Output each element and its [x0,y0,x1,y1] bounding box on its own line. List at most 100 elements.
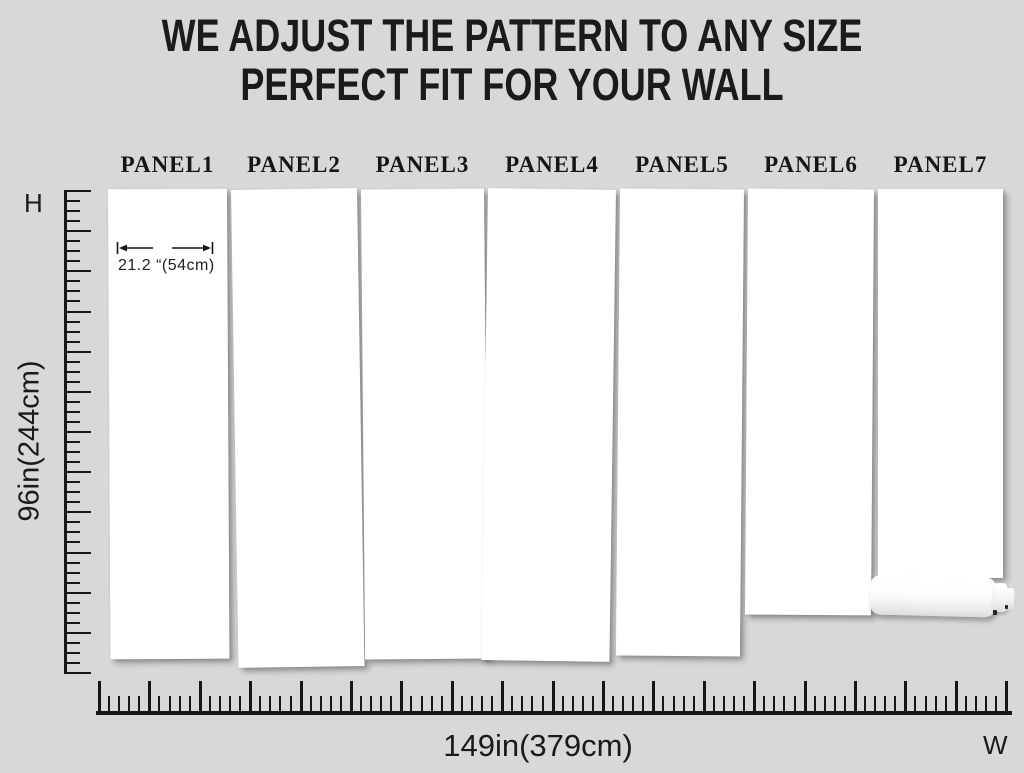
height-ruler-tick [64,552,91,554]
width-ruler-tick [884,696,886,711]
height-ruler-tick [64,602,80,604]
height-ruler [64,190,94,674]
height-ruler-tick [64,331,80,333]
height-ruler-tick [64,240,80,242]
width-axis-letter: W [983,730,1008,760]
width-ruler-tick [773,696,775,711]
height-ruler-tick [64,582,80,584]
height-ruler-tick [64,471,91,473]
height-ruler-tick [64,300,80,302]
panel-label-2: PANEL2 [247,152,341,177]
width-ruler-tick [914,696,916,711]
width-ruler-tick [158,696,160,711]
height-ruler-label: 96in(244cm) [13,360,46,522]
width-ruler-tick [602,681,605,711]
width-ruler-tick [340,696,342,711]
width-ruler-tick [834,696,836,711]
height-ruler-tick [64,230,91,232]
width-ruler-tick [673,696,675,711]
width-ruler-tick [350,681,353,711]
panel-width-annotation: 21.2 “(54cm) [118,257,215,274]
width-ruler-tick [521,696,523,711]
width-ruler-tick [229,696,231,711]
width-ruler-tick [794,696,796,711]
width-ruler-tick [481,696,483,711]
height-ruler-tick [64,411,80,413]
width-ruler-tick [390,696,392,711]
width-ruler-tick [622,696,624,711]
wallpaper-panel-6 [745,188,874,616]
width-ruler-spine [96,711,1012,715]
width-ruler-tick [320,696,322,711]
width-ruler-tick [189,696,191,711]
height-ruler-tick [64,250,80,252]
width-ruler-tick [501,681,504,711]
height-ruler-tick [64,642,80,644]
height-ruler-tick [64,371,80,373]
width-ruler-tick [199,681,202,711]
height-ruler-tick [64,351,91,353]
width-ruler-tick [894,696,896,711]
width-ruler-tick [108,696,110,711]
width-ruler-tick [431,696,433,711]
title-line-2: PERFECT FIT FOR YOUR WALL [240,59,784,110]
width-ruler-tick [814,696,816,711]
height-ruler-tick [64,260,80,262]
wallpaper-panel-4 [481,188,616,662]
width-ruler-tick [572,696,574,711]
width-ruler-tick [491,696,493,711]
width-ruler-tick [783,696,785,711]
height-ruler-tick [64,592,91,594]
height-ruler-tick [64,401,80,403]
height-ruler-tick [64,290,80,292]
width-ruler-tick [713,696,715,711]
width-ruler-tick [128,696,130,711]
width-ruler-tick [703,681,706,711]
width-ruler-tick [269,696,271,711]
width-ruler-tick [451,681,454,711]
width-ruler-tick [723,696,725,711]
width-ruler-tick [471,696,473,711]
height-ruler-tick [64,652,80,654]
width-ruler-tick [148,681,151,711]
wallpaper-panel-2 [231,188,365,668]
width-ruler-tick [511,696,513,711]
panel-label-6: PANEL6 [764,152,858,177]
width-ruler-tick [542,696,544,711]
width-ruler-tick [239,696,241,711]
width-ruler-tick [400,681,403,711]
width-ruler-tick [632,696,634,711]
width-ruler-tick [552,681,555,711]
height-ruler-tick [64,190,91,192]
height-ruler-tick [64,672,91,674]
wallpaper-roll [869,574,997,618]
width-ruler-tick [410,696,412,711]
panel-label-7: PANEL7 [893,152,988,177]
width-ruler-tick [98,681,101,711]
height-ruler-tick [64,431,91,433]
height-ruler-tick [64,341,80,343]
panel-label-3: PANEL3 [375,152,470,177]
height-ruler-tick [64,461,80,463]
width-ruler-tick [582,696,584,711]
width-ruler-tick [219,696,221,711]
width-ruler-tick [965,696,967,711]
height-ruler-tick [64,632,91,634]
height-ruler-tick [64,612,80,614]
width-ruler-tick [995,696,997,711]
width-ruler-tick [904,681,907,711]
width-ruler-tick [662,696,664,711]
height-ruler-tick [64,391,91,393]
height-ruler-tick [64,381,80,383]
width-ruler-tick [360,696,362,711]
roll-core-dot [993,610,997,615]
height-ruler-tick [64,451,80,453]
width-ruler-tick [441,696,443,711]
width-ruler-tick [421,696,423,711]
height-ruler-tick [64,531,80,533]
width-ruler-tick [804,681,807,711]
width-ruler-tick [118,696,120,711]
width-ruler-tick [844,696,846,711]
width-ruler-tick [693,696,695,711]
width-ruler-tick [562,696,564,711]
